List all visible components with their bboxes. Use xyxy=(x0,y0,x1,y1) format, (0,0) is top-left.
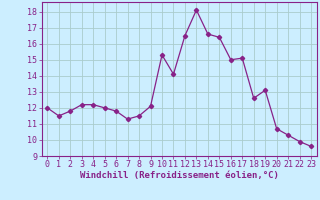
X-axis label: Windchill (Refroidissement éolien,°C): Windchill (Refroidissement éolien,°C) xyxy=(80,171,279,180)
